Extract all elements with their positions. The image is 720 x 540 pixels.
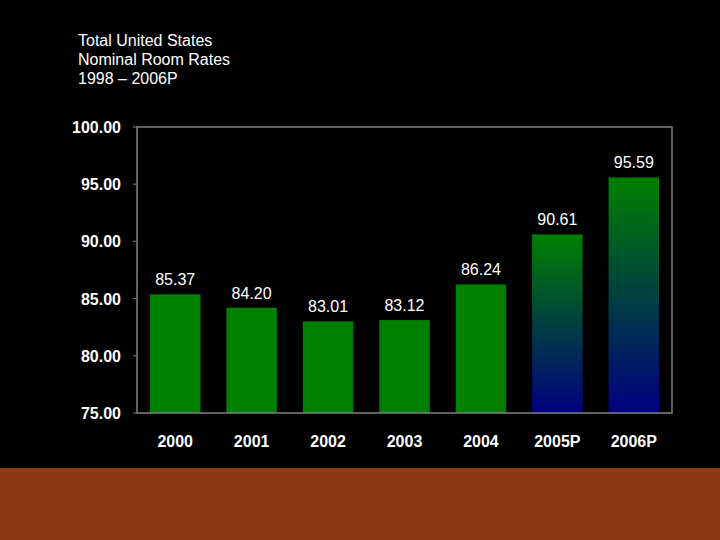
bars: [150, 177, 659, 413]
tick-label: 95.00: [81, 176, 121, 193]
bar: [532, 234, 582, 413]
bar: [226, 308, 276, 413]
background: [0, 0, 720, 468]
bar: [456, 284, 506, 413]
footer-band: [0, 468, 720, 540]
category-label: 2004: [463, 433, 499, 450]
category-label: 2000: [157, 433, 193, 450]
tick-label: 85.00: [81, 291, 121, 308]
data-label: 86.24: [461, 261, 501, 278]
data-label: 83.01: [308, 298, 348, 315]
category-label: 2003: [387, 433, 423, 450]
title-line: Total United States: [78, 32, 212, 49]
category-label: 2005P: [534, 433, 581, 450]
category-label: 2001: [234, 433, 270, 450]
data-label: 83.12: [384, 297, 424, 314]
chart: Total United States Nominal Room Rates 199…: [0, 0, 720, 540]
data-label: 85.37: [155, 271, 195, 288]
data-label: 95.59: [614, 154, 654, 171]
tick-label: 90.00: [81, 233, 121, 250]
data-label: 84.20: [232, 285, 272, 302]
bar: [303, 321, 353, 413]
tick-label: 80.00: [81, 348, 121, 365]
plot-frame: [137, 127, 672, 413]
tick-label: 100.00: [72, 119, 121, 136]
bar: [379, 320, 429, 413]
title-line: 1998 – 2006P: [78, 70, 178, 87]
category-label: 2006P: [611, 433, 658, 450]
data-label: 90.61: [537, 211, 577, 228]
tick-label: 75.00: [81, 405, 121, 422]
title-line: Nominal Room Rates: [78, 51, 230, 68]
title: Total United States Nominal Room Rates 199…: [78, 32, 230, 87]
bar: [150, 294, 200, 413]
bar: [609, 177, 659, 413]
category-label: 2002: [310, 433, 346, 450]
